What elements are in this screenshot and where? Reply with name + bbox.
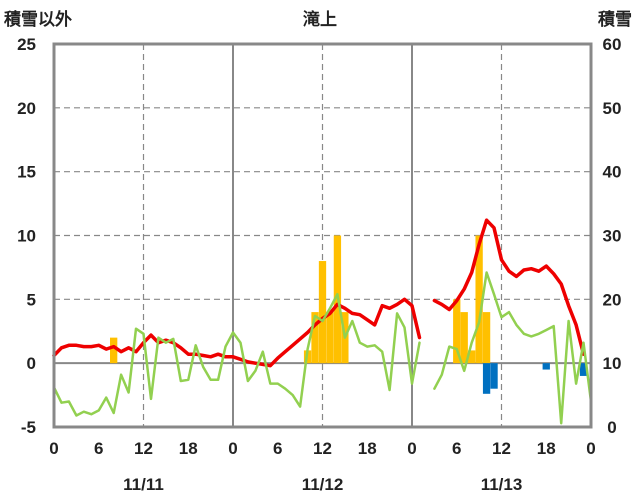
date-label: 11/13 — [481, 475, 523, 494]
x-tick-label: 0 — [49, 439, 58, 458]
left-tick-label: 5 — [27, 290, 36, 309]
series-line-red — [52, 218, 586, 368]
x-tick-label: 0 — [228, 439, 237, 458]
snowfall-bar — [468, 350, 476, 364]
right-tick-label: 40 — [603, 163, 622, 182]
left-tick-label: 15 — [17, 163, 36, 182]
right-tick-label: 10 — [603, 354, 622, 373]
snowfall-bar — [326, 312, 334, 364]
left-tick-label: 10 — [17, 227, 36, 246]
x-tick-label: 6 — [273, 439, 282, 458]
right-tick-label: 20 — [603, 290, 622, 309]
x-tick-label: 12 — [492, 439, 511, 458]
x-tick-label: 18 — [537, 439, 556, 458]
date-label: 11/11 — [123, 475, 164, 494]
decrease-bar — [490, 363, 498, 389]
x-tick-label: 18 — [179, 439, 198, 458]
snowfall-bar — [475, 235, 483, 364]
snowfall-bar — [110, 337, 118, 364]
right-tick-label: 50 — [603, 99, 622, 118]
x-tick-label: 12 — [313, 439, 332, 458]
snowfall-bar — [318, 261, 327, 364]
plot-frame — [52, 42, 593, 429]
left-tick-label: 0 — [27, 354, 36, 373]
right-tick-label: 60 — [603, 35, 622, 54]
left-axis-label: 積雪以外 — [4, 9, 72, 29]
right-tick-label: 0 — [607, 418, 616, 437]
series-line-green — [52, 271, 593, 425]
snowfall-bar — [460, 312, 468, 364]
decrease-bar — [482, 363, 491, 394]
x-tick-label: 18 — [358, 439, 377, 458]
snowfall-bar — [311, 312, 319, 364]
snowfall-bar — [482, 312, 491, 364]
x-tick-label: 0 — [407, 439, 416, 458]
right-axis-label: 積雪 — [598, 9, 632, 29]
decrease-bar — [542, 363, 550, 370]
left-tick-label: 25 — [17, 35, 36, 54]
grid-lines — [54, 44, 591, 427]
left-tick-label: -5 — [21, 418, 36, 437]
date-label: 11/12 — [302, 475, 344, 494]
snowfall-bar — [453, 299, 461, 364]
x-tick-label: 0 — [586, 439, 595, 458]
chart-title: 滝上 — [303, 9, 337, 29]
left-tick-label: 20 — [17, 99, 36, 118]
x-tick-label: 12 — [134, 439, 153, 458]
decrease-bar — [579, 363, 588, 376]
right-tick-label: 30 — [603, 227, 622, 246]
x-tick-label: 6 — [452, 439, 461, 458]
bars-layer — [110, 235, 588, 394]
x-tick-label: 6 — [94, 439, 103, 458]
